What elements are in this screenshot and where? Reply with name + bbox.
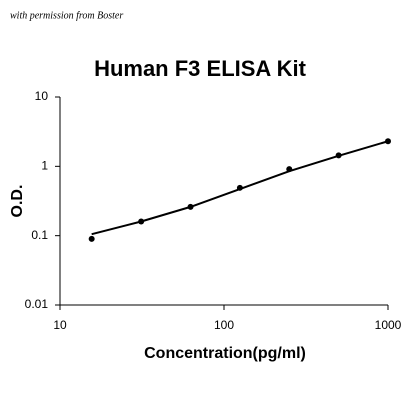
y-axis-label: O.D. (9, 185, 26, 218)
x-tick-label: 1000 (375, 318, 402, 332)
chart-title: Human F3 ELISA Kit (94, 56, 307, 81)
data-point (335, 152, 342, 159)
x-tick-label: 10 (53, 318, 67, 332)
watermark: with permission from Boster (10, 10, 123, 21)
y-tick-label: 0.01 (25, 297, 49, 311)
y-tick-label: 0.1 (31, 228, 48, 242)
data-point (385, 138, 391, 145)
data-point (286, 166, 293, 173)
x-axis-label: Concentration(pg/ml) (144, 345, 306, 362)
data-point (187, 203, 194, 210)
data-point (88, 235, 95, 242)
y-tick-label: 10 (35, 89, 49, 103)
data-point (236, 184, 243, 191)
y-tick-label: 1 (41, 159, 48, 173)
x-tick-label: 100 (214, 318, 234, 332)
data-point (138, 218, 145, 225)
